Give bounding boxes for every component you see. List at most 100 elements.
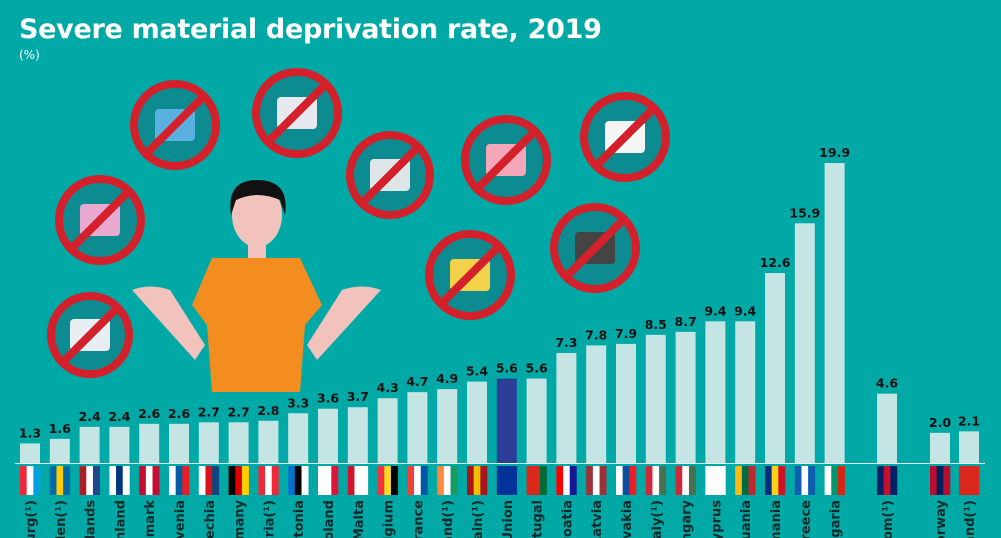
bar [675,331,696,463]
flag-icon [258,466,279,495]
value-label: 2.4 [79,409,101,424]
flag-icon [198,466,220,495]
bar [169,423,189,463]
flag-icon [794,466,816,495]
bar [20,443,40,463]
flag-icon [437,466,458,495]
category-label: echia [203,500,218,538]
category-label: mark [143,500,158,538]
flag-icon [824,466,845,495]
bar [877,393,897,463]
chart-title: Severe material deprivation rate, 2019 [19,14,602,45]
category-label: lands [84,500,99,538]
flag-icon [467,466,488,495]
bar [765,273,785,463]
category-label: Union [501,500,516,538]
bar [79,426,100,463]
category-label: roatia [560,500,575,538]
bar [258,420,279,463]
flag-icon [347,466,369,495]
value-label: 2.6 [138,406,160,421]
category-label: pain(¹) [471,500,486,538]
category-label: tria(¹) [262,500,277,538]
bar [109,426,130,463]
value-label: 3.6 [317,391,339,406]
flag-icon [496,466,518,495]
category-label: eden(¹) [54,500,69,538]
bar [49,438,70,463]
shrugging-person-illustration [132,180,381,392]
value-label: 7.8 [585,327,607,342]
category-label: and(¹) [963,500,978,538]
category-label: lgaria [829,500,844,538]
bar [437,389,458,463]
category-label: dom(¹) [881,500,896,538]
bar [645,334,666,463]
no-car-icon [55,175,145,265]
category-label: rance [411,500,426,538]
flag-icon [645,466,667,495]
value-label: 2.0 [929,415,951,430]
flag-icon [675,466,696,495]
no-bills-icon [580,92,670,182]
bar [139,423,160,463]
value-label: 8.7 [675,314,697,329]
value-label: 19.9 [819,145,850,160]
value-label: 4.6 [876,376,898,391]
flag-icon [407,466,428,495]
flag-icon [586,466,607,495]
bar [794,223,815,463]
value-label: 5.6 [526,361,548,376]
category-label: uania [739,500,754,538]
value-label: 9.4 [704,303,726,318]
category-label: oland [322,500,337,538]
category-label: orway [934,499,949,538]
bar [824,163,845,463]
value-label: 7.3 [555,335,577,350]
value-label: 2.8 [257,403,279,418]
value-label: 9.4 [734,303,756,318]
value-label: 4.9 [436,371,458,386]
bar [616,343,636,463]
value-label: 1.6 [49,421,71,436]
category-label: lgium [382,500,397,538]
flag-icon [959,466,980,495]
category-label: reece [799,500,814,538]
category-label: Latvia [590,500,605,538]
flag-icon [79,466,100,495]
bar [228,422,249,463]
category-label: venia [173,500,188,538]
bar [959,431,979,463]
category-label: stonia [292,500,307,538]
no-washing-machine-icon [47,292,133,378]
flag-icon [930,466,951,495]
category-label: and(¹) [441,500,456,538]
category-label: ovakia [620,500,635,538]
value-label: 12.6 [760,255,791,270]
no-phone-icon [550,203,640,293]
flag-icon [377,466,398,495]
category-label: mania [769,500,784,538]
bar [556,352,577,463]
value-label: 5.4 [466,364,488,379]
flag-icon [705,466,726,495]
category-label: Malta [352,500,367,538]
category-label: taly(¹) [650,500,665,538]
flag-icon [735,466,756,495]
no-tv-icon [130,80,220,170]
bar [586,345,607,463]
flag-icon [616,466,637,495]
value-label: 2.6 [168,406,190,421]
flag-icon [765,466,786,495]
category-label: urg(¹) [24,500,39,538]
bar [930,432,950,463]
value-label: 4.3 [377,380,399,395]
flag-icon [20,466,41,495]
flag-icon [169,466,190,495]
no-savings-icon [461,115,551,205]
no-holiday-icon [425,230,515,320]
bar [526,378,547,463]
value-label: 2.7 [198,404,220,419]
bar [347,407,368,463]
